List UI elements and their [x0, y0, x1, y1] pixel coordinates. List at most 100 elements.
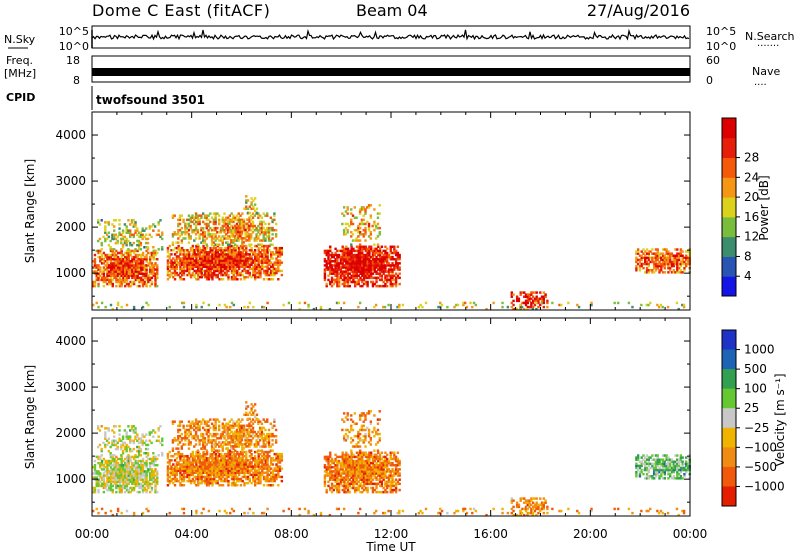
power-cell — [188, 251, 191, 254]
power-cell — [209, 259, 212, 262]
power-cell — [197, 271, 200, 275]
power-cell — [278, 269, 282, 273]
power-cell — [207, 277, 211, 281]
power-cell — [125, 243, 128, 247]
power-cell — [180, 214, 184, 217]
velocity-cell — [257, 467, 260, 470]
power-cell — [348, 284, 352, 288]
velocity-cell — [186, 467, 189, 470]
velocity-cell — [214, 465, 218, 468]
power-cell — [196, 228, 200, 232]
power-cell — [386, 253, 389, 257]
power-cell — [147, 276, 150, 280]
velocity-cell — [179, 483, 182, 487]
power-cell — [248, 211, 251, 215]
power-cell — [248, 220, 251, 224]
power-cell — [343, 253, 346, 257]
velocity-cell — [105, 439, 109, 443]
velocity-cell — [236, 475, 239, 479]
velocity-cell — [147, 457, 150, 461]
velocity-cell — [200, 420, 203, 423]
power-cell — [645, 262, 649, 266]
velocity-cell — [177, 437, 180, 440]
power-cell — [369, 272, 373, 275]
velocity-cell — [154, 484, 157, 488]
power-cell — [371, 251, 375, 255]
velocity-cell — [186, 454, 189, 458]
velocity-cell — [259, 479, 262, 483]
velocity-cell — [100, 478, 104, 481]
power-cell — [667, 262, 670, 266]
velocity-cell — [232, 447, 235, 450]
power-cell — [184, 255, 187, 258]
power-cell — [137, 231, 141, 234]
velocity-cell — [210, 441, 214, 444]
power-cell — [220, 246, 223, 250]
velocity-cell — [262, 426, 265, 430]
power-cell — [148, 251, 152, 255]
power-cell — [209, 273, 212, 277]
velocity-cell — [198, 441, 201, 444]
power-cell — [202, 269, 205, 273]
power-cell — [93, 264, 97, 267]
velocity-cell — [108, 461, 111, 465]
velocity-cell — [268, 454, 271, 458]
velocity-cell — [99, 457, 102, 461]
power-cell — [221, 259, 225, 262]
velocity-cell — [129, 466, 132, 469]
power-cell — [264, 231, 267, 234]
velocity-cell — [108, 480, 111, 484]
power-cell — [227, 275, 230, 279]
velocity-cell — [257, 473, 260, 477]
power-cell — [184, 231, 187, 234]
power-cell — [520, 305, 524, 309]
power-cell — [146, 248, 150, 251]
power-cell — [173, 261, 177, 264]
power-cell — [248, 243, 251, 246]
power-cell — [686, 256, 690, 260]
power-cell — [223, 228, 226, 232]
power-cell — [651, 252, 654, 255]
power-cell — [132, 255, 136, 259]
velocity-cell — [120, 474, 123, 477]
velocity-cell — [197, 483, 200, 487]
power-cell — [109, 266, 113, 269]
power-cell — [373, 282, 376, 286]
velocity-cell — [189, 473, 193, 477]
power-cell — [182, 301, 186, 305]
power-cell — [148, 225, 151, 228]
velocity-cell — [223, 424, 226, 428]
power-cell — [346, 262, 350, 265]
power-cell — [216, 253, 219, 256]
power-cell — [202, 255, 205, 258]
power-cell — [323, 276, 327, 280]
power-cell — [465, 305, 469, 309]
velocity-cell — [188, 465, 191, 468]
power-cell — [187, 214, 191, 217]
power-cell — [260, 243, 264, 246]
power-cell — [175, 271, 179, 275]
power-cell — [364, 245, 368, 249]
power-cell — [665, 250, 668, 253]
velocity-heatmap-data — [92, 401, 691, 517]
power-cell — [387, 278, 391, 282]
velocity-cell — [136, 480, 139, 484]
velocity-cell — [273, 475, 276, 479]
power-cell — [235, 228, 238, 232]
velocity-cell — [257, 443, 260, 446]
power-cell — [526, 301, 529, 305]
velocity-cell — [143, 476, 146, 479]
power-cell — [114, 241, 118, 245]
power-cell — [147, 251, 150, 255]
power-cell — [205, 226, 208, 230]
power-cell — [672, 256, 675, 260]
power-cell — [248, 263, 251, 266]
power-cell — [113, 257, 116, 261]
power-cell — [99, 268, 102, 271]
power-cell — [262, 253, 266, 256]
power-cell — [667, 256, 670, 260]
power-cell — [676, 260, 679, 264]
power-cell — [232, 228, 235, 232]
power-cell — [341, 282, 344, 286]
power-cell — [154, 278, 157, 282]
